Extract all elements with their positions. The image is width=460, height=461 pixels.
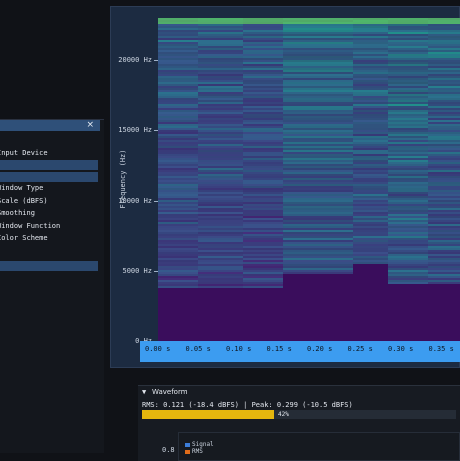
y-tick-label: 20000 Hz — [118, 56, 152, 65]
level-progress-bar: 42% — [142, 410, 456, 419]
legend-label: RMS — [192, 448, 203, 455]
input-device-dropdown[interactable] — [0, 160, 98, 170]
settings-panel: × Input Device Window Type Scale (dBFS) Sm… — [0, 119, 104, 453]
spectrogram-cells — [158, 18, 460, 288]
x-tick-label: 0.20 s — [307, 345, 333, 353]
waveform-y-tick: 0.8 — [162, 446, 175, 454]
x-axis[interactable]: 0.00 s 0.05 s 0.10 s 0.15 s 0.20 s 0.25 s 0.30… — [140, 341, 460, 362]
waveform-plot[interactable]: Signal RMS — [178, 432, 460, 461]
x-tick-label: 0.35 s — [428, 345, 454, 353]
spectrogram-low-band — [158, 288, 460, 341]
spectrogram-heatmap — [158, 18, 460, 341]
level-progress-label: 42% — [278, 411, 289, 418]
settings-item[interactable]: Scale (dBFS) — [0, 196, 48, 205]
input-device-label: Input Device — [0, 149, 48, 157]
triangle-down-icon[interactable]: ▼ — [142, 388, 147, 396]
panel-title-bar[interactable]: × — [0, 120, 100, 131]
settings-item[interactable]: Window Function — [0, 221, 61, 230]
settings-item[interactable]: Window Type — [0, 184, 44, 192]
close-icon[interactable]: × — [86, 120, 94, 130]
y-tick-label: 10000 Hz — [118, 196, 152, 205]
y-tick-label: 15000 Hz — [118, 126, 152, 135]
x-tick-label: 0.00 s — [145, 345, 171, 353]
legend-swatch — [185, 450, 190, 454]
y-axis-title: Frequency (Hz) — [119, 149, 127, 209]
x-tick-label: 0.25 s — [347, 345, 373, 353]
legend-label: Signal — [192, 441, 214, 448]
y-tick-mark — [154, 60, 158, 62]
spectrogram-peak-band — [158, 18, 460, 24]
y-tick-mark — [154, 270, 158, 272]
y-tick-label: 5000 Hz — [122, 266, 152, 275]
device-options-bar[interactable] — [0, 172, 98, 182]
x-tick-label: 0.30 s — [388, 345, 414, 353]
settings-item[interactable]: Smoothing — [0, 209, 35, 217]
legend-swatch — [185, 443, 190, 447]
settings-item[interactable]: Color Scheme — [0, 234, 48, 242]
spectrogram-plot[interactable] — [158, 18, 460, 341]
x-tick-label: 0.10 s — [226, 345, 252, 353]
x-tick-label: 0.05 s — [185, 345, 211, 353]
x-tick-label: 0.15 s — [266, 345, 292, 353]
apply-bar[interactable] — [0, 261, 98, 271]
level-progress-fill — [142, 410, 274, 419]
waveform-window: ▼ Waveform RMS: 0.121 (-18.4 dBFS) | Pea… — [138, 385, 460, 461]
y-tick-mark — [154, 130, 158, 132]
rms-readout: RMS: 0.121 (-18.4 dBFS) | Peak: 0.299 (-… — [142, 401, 353, 409]
waveform-title[interactable]: Waveform — [152, 388, 188, 396]
y-tick-mark — [154, 200, 158, 202]
